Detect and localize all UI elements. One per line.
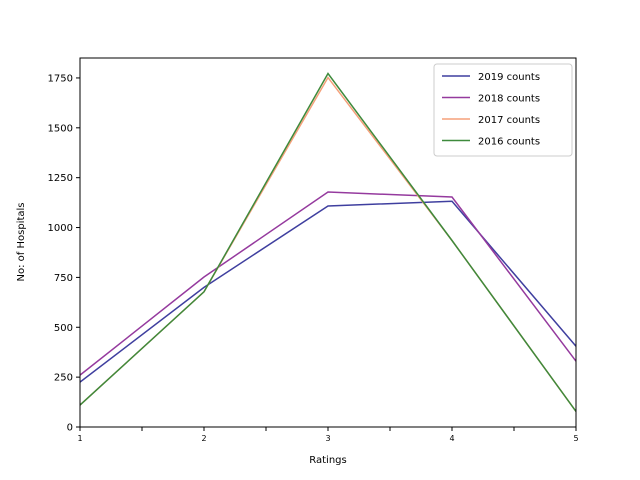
series-line xyxy=(79,200,577,383)
y-tick-label: 1250 xyxy=(48,173,73,184)
series-line xyxy=(79,191,577,376)
legend-entry-label: 2017 counts xyxy=(478,115,540,126)
y-tick-label: 1500 xyxy=(48,123,73,134)
legend: 2019 counts 2018 counts 2017 counts 2016 co… xyxy=(433,63,573,157)
legend-entry-label: 2018 counts xyxy=(478,94,540,105)
x-axis-label: Ratings xyxy=(309,455,346,466)
series-layer xyxy=(79,72,577,412)
legend-box xyxy=(433,63,573,157)
y-axis-label: No: of Hospitals xyxy=(16,203,27,282)
y-tick-label: 750 xyxy=(54,273,73,284)
y-tick-label: 1000 xyxy=(48,223,73,234)
series-line xyxy=(79,72,577,412)
y-tick-label: 500 xyxy=(54,323,73,334)
x-tick-label: 1 xyxy=(77,434,82,443)
legend-entry-label: 2016 counts xyxy=(478,137,540,148)
x-tick-label: 2 xyxy=(201,434,206,443)
y-tick-label: 250 xyxy=(54,373,73,384)
y-tick-label: 0 xyxy=(67,423,73,434)
x-axis: 1 2 3 4 5 xyxy=(77,427,579,443)
y-tick-label: 1750 xyxy=(48,73,73,84)
x-tick-label: 5 xyxy=(573,434,578,443)
x-tick-label: 3 xyxy=(325,434,330,443)
y-axis: 0 250 500 750 1000 1250 1500 1750 xyxy=(48,73,80,434)
legend-entry-label: 2019 counts xyxy=(478,72,540,83)
x-tick-label: 4 xyxy=(449,434,454,443)
